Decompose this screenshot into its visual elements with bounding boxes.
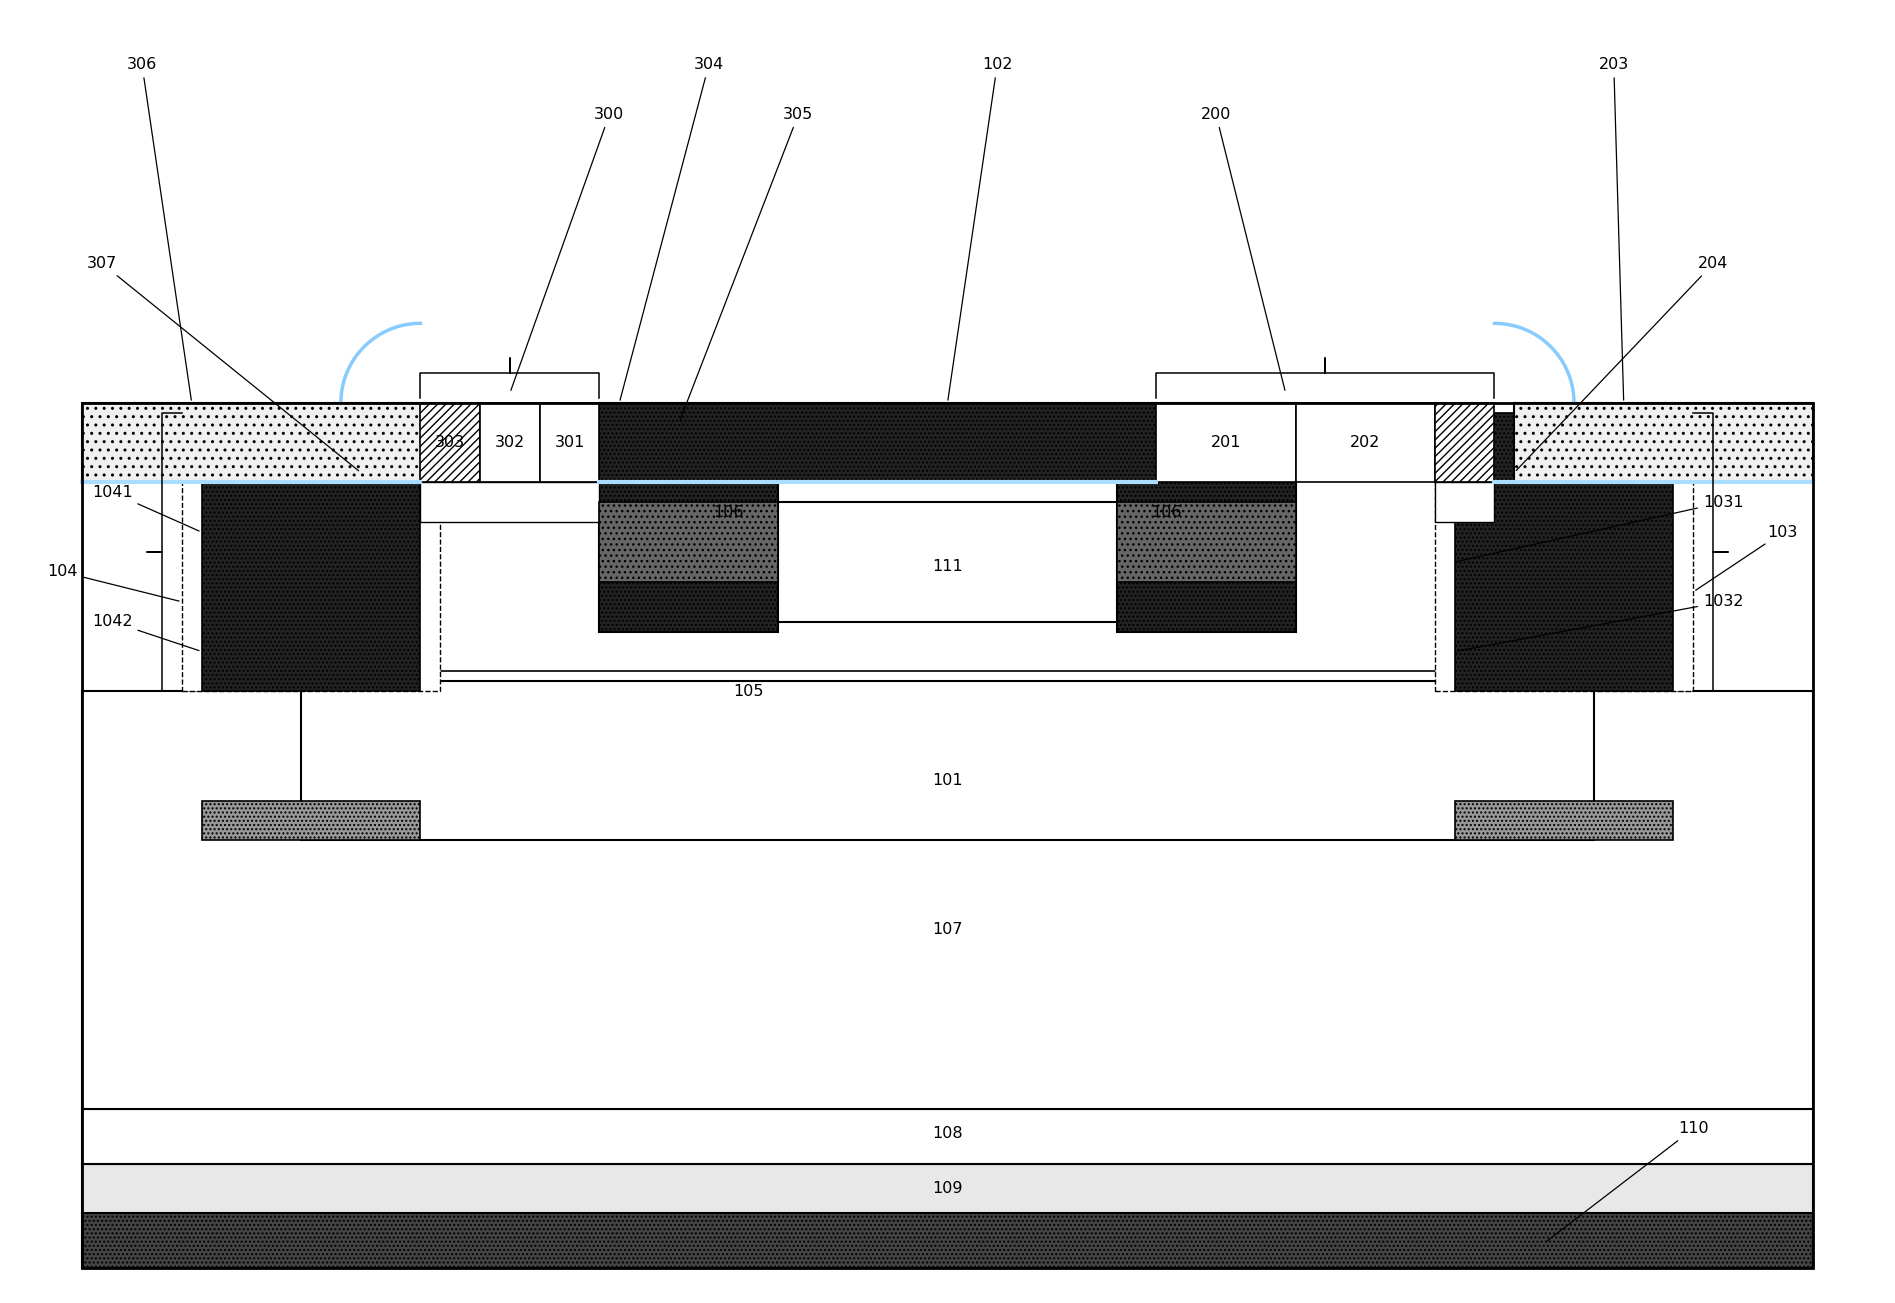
Bar <box>599 403 1296 482</box>
Text: 301: 301 <box>555 435 586 450</box>
Bar <box>201 800 421 840</box>
Text: 101: 101 <box>932 773 963 788</box>
Bar <box>81 1213 1814 1268</box>
Text: 109: 109 <box>932 1181 963 1196</box>
Text: 1031: 1031 <box>1457 495 1743 562</box>
Text: 1042: 1042 <box>91 614 199 650</box>
Text: 107: 107 <box>932 923 963 937</box>
Bar <box>599 482 779 632</box>
Text: 302: 302 <box>495 435 525 450</box>
Bar <box>1514 403 1814 482</box>
Bar <box>301 681 1594 840</box>
Bar <box>81 403 1814 1268</box>
Text: 1041: 1041 <box>91 485 199 532</box>
Text: 108: 108 <box>932 1126 963 1141</box>
Text: 304: 304 <box>620 57 724 400</box>
Text: 202: 202 <box>1349 435 1380 450</box>
Bar <box>182 413 440 692</box>
Bar <box>599 503 779 582</box>
Bar <box>1156 403 1296 482</box>
Bar <box>81 403 460 482</box>
Text: 102: 102 <box>948 57 1012 400</box>
Bar <box>1435 413 1694 692</box>
Bar <box>1435 482 1495 523</box>
Bar <box>421 403 479 482</box>
Text: 307: 307 <box>87 257 358 470</box>
Bar <box>81 692 1814 1109</box>
Bar <box>1455 800 1673 840</box>
Bar <box>540 403 599 482</box>
Bar <box>1435 403 1495 482</box>
Bar <box>81 1164 1814 1213</box>
Text: 201: 201 <box>1211 435 1241 450</box>
Bar <box>81 1109 1814 1164</box>
Bar <box>1455 413 1673 692</box>
Bar <box>779 503 1116 622</box>
Bar <box>1296 403 1435 482</box>
Bar <box>201 413 421 692</box>
Bar <box>1116 503 1296 582</box>
Bar <box>479 403 540 482</box>
Text: 203: 203 <box>1599 57 1630 400</box>
Text: 303: 303 <box>436 435 466 450</box>
Text: 106: 106 <box>1150 504 1181 520</box>
Text: 105: 105 <box>733 684 764 698</box>
Bar <box>1116 482 1296 632</box>
Text: 106: 106 <box>714 504 745 520</box>
Text: 200: 200 <box>1201 107 1285 391</box>
Text: 103: 103 <box>1696 525 1798 590</box>
Text: 306: 306 <box>127 57 191 400</box>
Text: 204: 204 <box>1516 257 1728 470</box>
Text: 104: 104 <box>47 564 180 601</box>
Text: 111: 111 <box>932 559 963 575</box>
Text: 305: 305 <box>680 107 813 420</box>
Text: 1032: 1032 <box>1457 594 1743 652</box>
Text: 110: 110 <box>1546 1122 1709 1242</box>
Bar <box>421 482 599 523</box>
Text: 300: 300 <box>512 107 625 391</box>
